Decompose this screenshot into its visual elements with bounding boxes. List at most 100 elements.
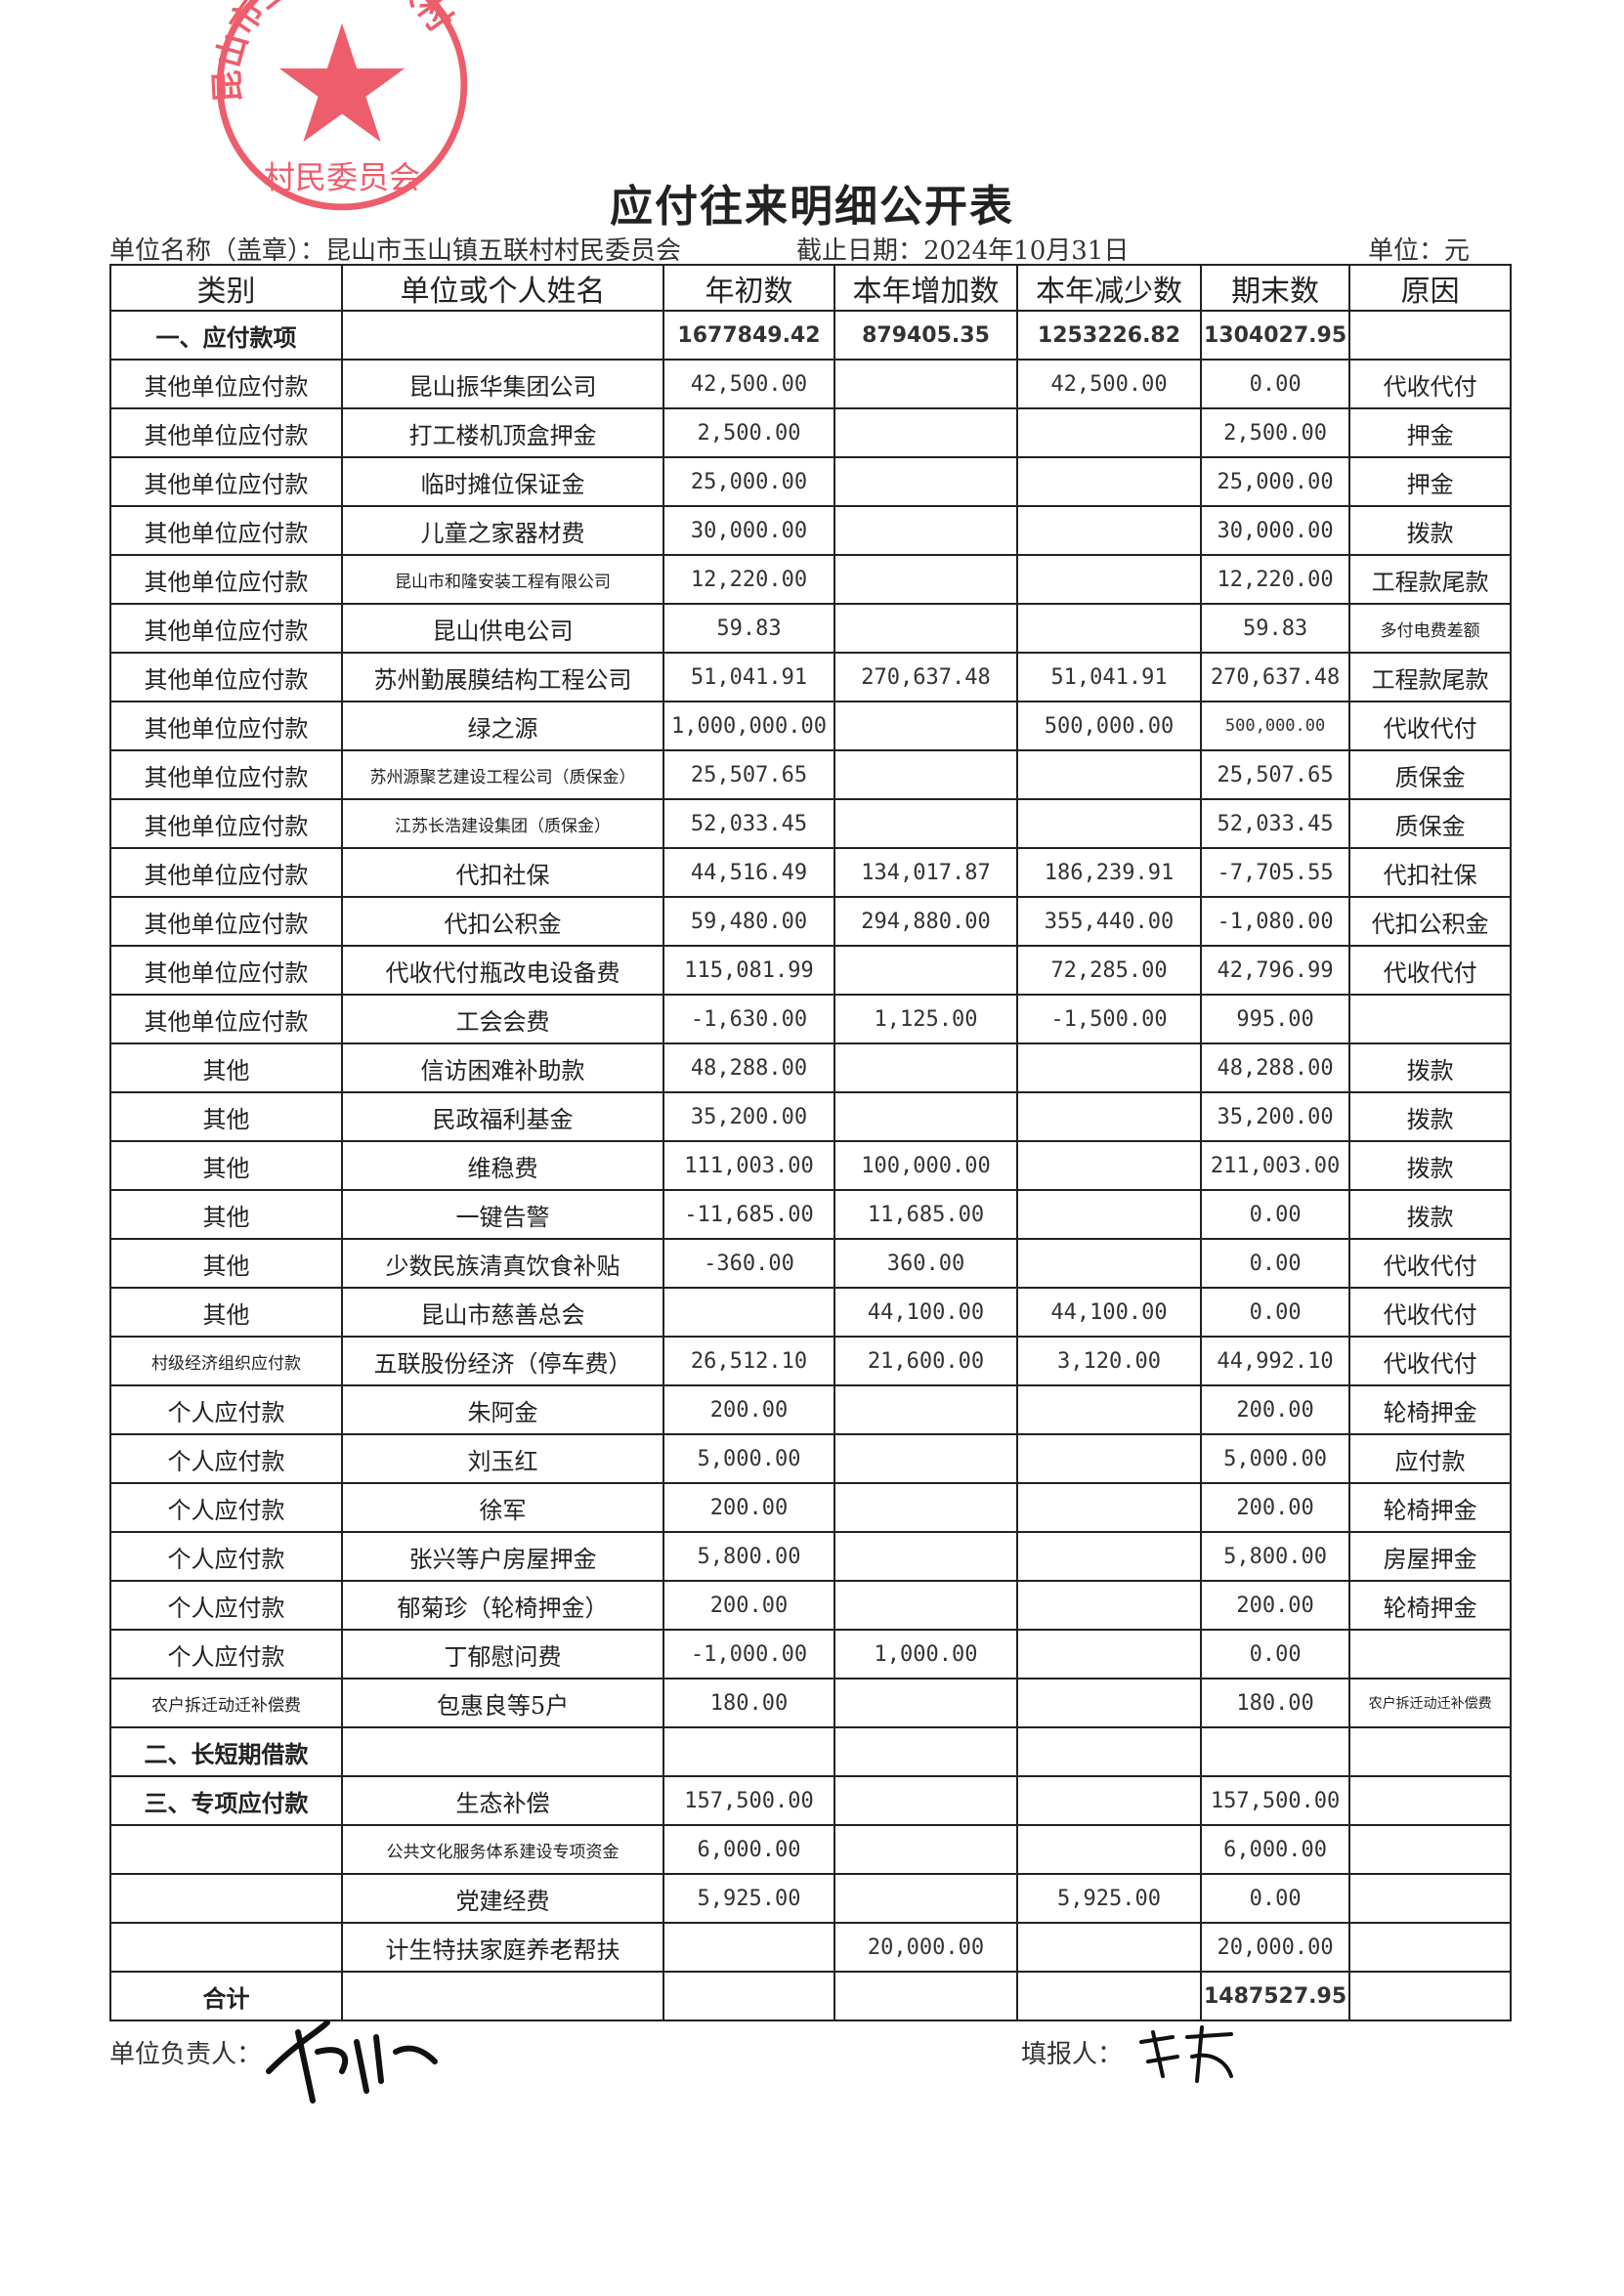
cell-category: 其他 xyxy=(109,1042,343,1093)
table-row: 其他单位应付款 昆山供电公司 59.83 59.83 多付电费差额 xyxy=(109,603,1513,654)
cell-name: 生态补偿 xyxy=(341,1775,664,1826)
cell-reason: 轮椅押金 xyxy=(1348,1384,1513,1435)
cell-category xyxy=(109,1922,343,1973)
table-row: 合计 1487527.95 xyxy=(109,1971,1513,2021)
cell-closing: 0.00 xyxy=(1199,1189,1351,1240)
cell-name: 临时摊位保证金 xyxy=(341,456,664,507)
cell-category: 其他单位应付款 xyxy=(109,896,343,947)
cell-reason: 轮椅押金 xyxy=(1348,1580,1513,1631)
cell-closing: 200.00 xyxy=(1199,1384,1351,1435)
table-row: 其他单位应付款 打工楼机顶盒押金 2,500.00 2,500.00 押金 xyxy=(109,407,1513,458)
cell-closing: 1304027.95 xyxy=(1199,310,1351,361)
table-header-row: 类别 单位或个人姓名 年初数 本年增加数 本年减少数 期末数 原因 xyxy=(109,264,1513,312)
cell-name: 公共文化服务体系建设专项资金 xyxy=(341,1824,664,1875)
cell-opening xyxy=(662,1922,835,1973)
header-name: 单位或个人姓名 xyxy=(341,264,664,312)
cell-increase xyxy=(833,798,1018,849)
cell-reason: 代扣社保 xyxy=(1348,847,1513,898)
unit-name: 单位名称（盖章）：昆山市玉山镇五联村村民委员会 xyxy=(109,236,682,266)
cell-decrease xyxy=(1016,1726,1202,1777)
table-row: 其他单位应付款 工会会费 -1,630.00 1,125.00 -1,500.00 995… xyxy=(109,994,1513,1044)
cell-opening xyxy=(662,1726,835,1777)
cell-opening: -1,630.00 xyxy=(662,994,835,1044)
table-row: 其他 少数民族清真饮食补贴 -360.00 360.00 0.00 代收代付 xyxy=(109,1238,1513,1289)
cell-increase: 21,600.00 xyxy=(833,1336,1018,1386)
cell-reason: 拨款 xyxy=(1348,1140,1513,1191)
cell-decrease xyxy=(1016,1922,1202,1973)
cell-closing: 5,000.00 xyxy=(1199,1433,1351,1484)
cell-opening: 25,000.00 xyxy=(662,456,835,507)
cell-reason: 应付款 xyxy=(1348,1433,1513,1484)
cell-reason: 代扣公积金 xyxy=(1348,896,1513,947)
cell-name: 代扣社保 xyxy=(341,847,664,898)
cell-increase xyxy=(833,1042,1018,1093)
cell-opening: 26,512.10 xyxy=(662,1336,835,1386)
cell-name: 昆山市慈善总会 xyxy=(341,1287,664,1338)
cell-closing: 995.00 xyxy=(1199,994,1351,1044)
table-row: 其他单位应付款 代收代付瓶改电设备费 115,081.99 72,285.00 42,7… xyxy=(109,945,1513,996)
cell-closing: 500,000.00 xyxy=(1199,701,1351,751)
cell-opening: 52,033.45 xyxy=(662,798,835,849)
cell-decrease: 500,000.00 xyxy=(1016,701,1202,751)
cell-closing: 35,200.00 xyxy=(1199,1091,1351,1142)
cell-opening: 48,288.00 xyxy=(662,1042,835,1093)
cell-category: 农户拆迁动迁补偿费 xyxy=(109,1678,343,1728)
cell-increase: 100,000.00 xyxy=(833,1140,1018,1191)
cell-opening: 30,000.00 xyxy=(662,505,835,556)
cell-decrease: 5,925.00 xyxy=(1016,1873,1202,1924)
cell-decrease xyxy=(1016,456,1202,507)
cell-decrease: 3,120.00 xyxy=(1016,1336,1202,1386)
cell-category: 其他单位应付款 xyxy=(109,554,343,605)
leader-signature xyxy=(266,2020,438,2104)
payables-table: 类别 单位或个人姓名 年初数 本年增加数 本年减少数 期末数 原因 一、应付款项… xyxy=(109,264,1513,2021)
cell-name xyxy=(341,1726,664,1777)
cell-name: 五联股份经济（停车费） xyxy=(341,1336,664,1386)
header-opening: 年初数 xyxy=(662,264,835,312)
cell-reason: 代收代付 xyxy=(1348,701,1513,751)
cell-category: 一、应付款项 xyxy=(109,310,343,361)
cell-opening: 59.83 xyxy=(662,603,835,654)
cell-decrease xyxy=(1016,407,1202,458)
cell-closing: 2,500.00 xyxy=(1199,407,1351,458)
cell-category: 其他单位应付款 xyxy=(109,505,343,556)
cell-reason: 押金 xyxy=(1348,456,1513,507)
cell-decrease: 51,041.91 xyxy=(1016,652,1202,702)
cell-closing: 157,500.00 xyxy=(1199,1775,1351,1826)
table-row: 个人应付款 朱阿金 200.00 200.00 轮椅押金 xyxy=(109,1384,1513,1435)
cell-decrease xyxy=(1016,1580,1202,1631)
svg-text:村民委员会: 村民委员会 xyxy=(264,158,420,195)
cell-name xyxy=(341,310,664,361)
table-row: 其他单位应付款 代扣公积金 59,480.00 294,880.00 355,440.0… xyxy=(109,896,1513,947)
cell-name: 民政福利基金 xyxy=(341,1091,664,1142)
cell-opening: 5,000.00 xyxy=(662,1433,835,1484)
cell-closing: 0.00 xyxy=(1199,359,1351,409)
currency-unit: 单位：元 xyxy=(1368,236,1471,266)
table-row: 其他单位应付款 苏州勤展膜结构工程公司 51,041.91 270,637.48 51,… xyxy=(109,652,1513,702)
cell-category: 三、专项应付款 xyxy=(109,1775,343,1826)
cell-closing: 5,800.00 xyxy=(1199,1531,1351,1582)
cell-name: 代扣公积金 xyxy=(341,896,664,947)
cell-category: 其他单位应付款 xyxy=(109,749,343,800)
cell-category: 其他单位应付款 xyxy=(109,701,343,751)
cell-category: 其他单位应付款 xyxy=(109,407,343,458)
cell-reason: 拨款 xyxy=(1348,1042,1513,1093)
cell-name: 包惠良等5户 xyxy=(341,1678,664,1728)
cell-closing xyxy=(1199,1726,1351,1777)
cell-decrease xyxy=(1016,1091,1202,1142)
cell-category: 个人应付款 xyxy=(109,1531,343,1582)
cell-category: 其他单位应付款 xyxy=(109,994,343,1044)
cell-increase xyxy=(833,749,1018,800)
cell-opening: 25,507.65 xyxy=(662,749,835,800)
cell-name: 儿童之家器材费 xyxy=(341,505,664,556)
cell-increase: 134,017.87 xyxy=(833,847,1018,898)
cell-name: 计生特扶家庭养老帮扶 xyxy=(341,1922,664,1973)
cell-opening: 2,500.00 xyxy=(662,407,835,458)
cell-increase: 294,880.00 xyxy=(833,896,1018,947)
cell-decrease: 355,440.00 xyxy=(1016,896,1202,947)
cell-reason xyxy=(1348,1922,1513,1973)
cell-opening: -11,685.00 xyxy=(662,1189,835,1240)
cell-category: 其他 xyxy=(109,1140,343,1191)
cell-opening: 180.00 xyxy=(662,1678,835,1728)
cell-closing: 0.00 xyxy=(1199,1873,1351,1924)
cell-name: 一键告警 xyxy=(341,1189,664,1240)
